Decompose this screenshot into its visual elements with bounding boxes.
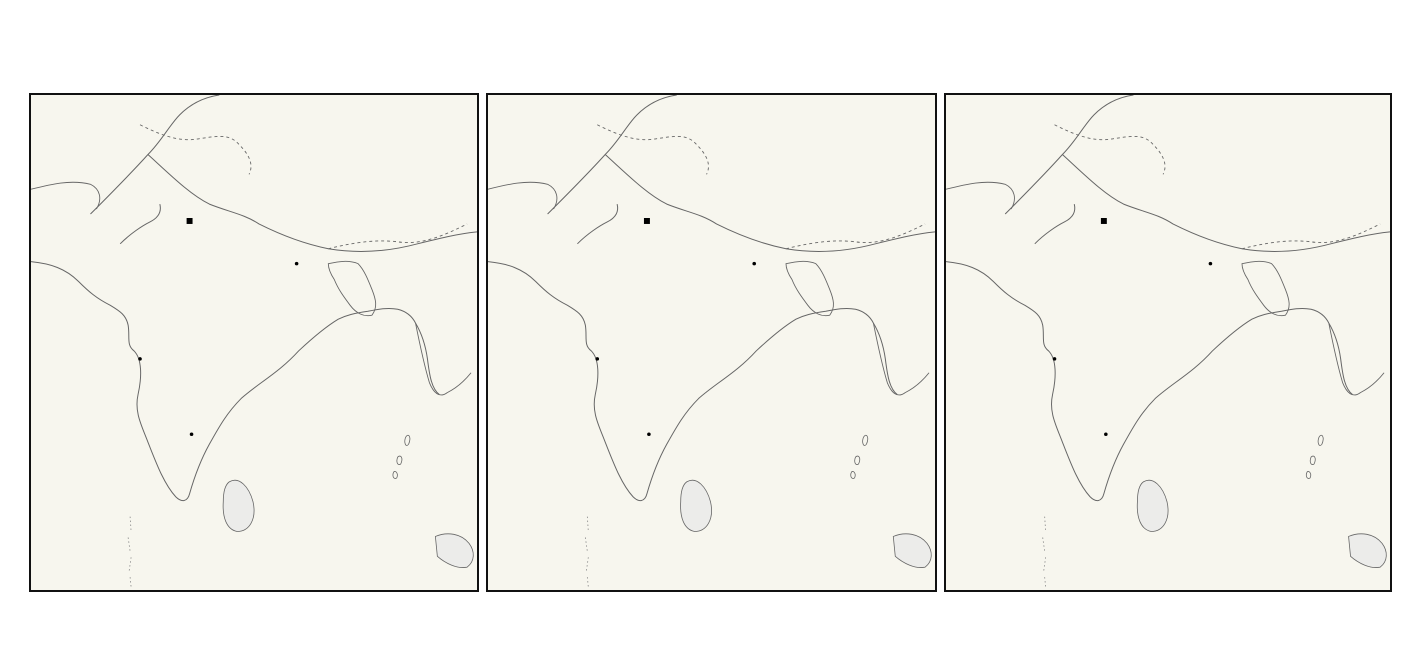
city-markers-3 (1052, 218, 1213, 437)
city-marker-south (189, 432, 194, 437)
city-marker-square (1100, 218, 1107, 224)
city-marker-west-coast (138, 357, 142, 361)
city-marker-square (643, 218, 650, 224)
city-marker-east (1208, 261, 1213, 266)
map-svg-3 (946, 95, 1390, 590)
city-marker-west-coast (1052, 357, 1057, 361)
city-markers-2 (595, 218, 757, 437)
city-marker-south (647, 432, 651, 437)
city-markers-1 (138, 218, 299, 437)
map-panel-2 (486, 93, 937, 592)
map-panel-3 (944, 93, 1392, 592)
city-marker-west-coast (595, 357, 600, 361)
map-svg-2 (488, 95, 935, 590)
city-marker-square (186, 218, 193, 224)
city-marker-east (294, 261, 299, 266)
city-marker-south (1104, 432, 1108, 437)
map-svg-1 (31, 95, 477, 590)
map-panel-1 (29, 93, 479, 592)
city-marker-east (752, 261, 757, 266)
